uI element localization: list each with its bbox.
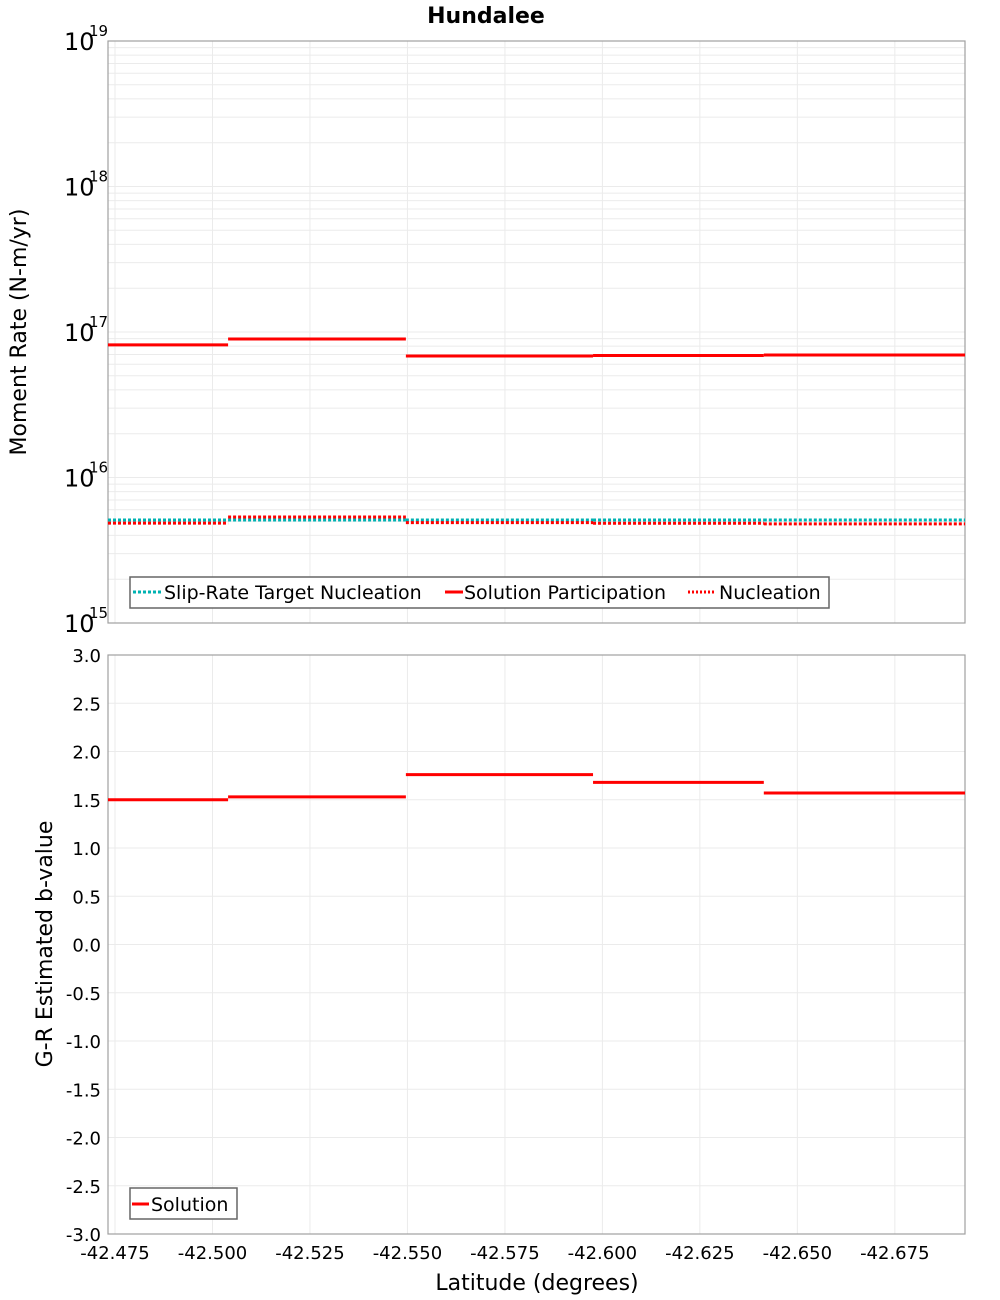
x-axis-label: Latitude (degrees) bbox=[435, 1271, 638, 1296]
bottom-legend: Solution bbox=[129, 1187, 238, 1220]
y-tick-exponent: 17 bbox=[89, 313, 108, 331]
y-tick-exponent: 18 bbox=[89, 168, 108, 186]
legend-nucleation-label: Nucleation bbox=[719, 582, 821, 604]
y-tick-label: 3.0 bbox=[72, 646, 101, 667]
bottom-y-axis-label: G-R Estimated b-value bbox=[33, 821, 58, 1068]
y-tick-label: -2.0 bbox=[66, 1129, 101, 1150]
y-tick-label: 2.0 bbox=[72, 743, 101, 764]
b-value-plot: 3.0 2.5 2.0 1.5 1.0 0.5 0.0 -0.5 -1.0 -1.5 -2.0 -2.… bbox=[33, 646, 966, 1296]
y-tick-label: 10 bbox=[64, 465, 95, 493]
y-tick-label: 10 bbox=[64, 28, 95, 56]
b-value-series bbox=[108, 773, 965, 802]
y-tick-label: -1.0 bbox=[66, 1032, 101, 1053]
bottom-grid bbox=[108, 654, 965, 1235]
y-tick-label: -3.0 bbox=[66, 1225, 101, 1246]
x-tick-label: -42.475 bbox=[80, 1243, 149, 1264]
y-tick-label: 10 bbox=[64, 174, 95, 202]
y-tick-label: -0.5 bbox=[66, 984, 101, 1005]
top-grid bbox=[108, 41, 965, 624]
legend-solution-label: Solution bbox=[151, 1194, 228, 1216]
y-tick-label: -1.5 bbox=[66, 1080, 101, 1101]
y-tick-exponent: 19 bbox=[89, 22, 108, 40]
chart-title: Hundalee bbox=[427, 4, 545, 29]
y-tick-label: 0.5 bbox=[72, 887, 101, 908]
y-tick-label: 10 bbox=[64, 610, 95, 638]
moment-rate-series bbox=[108, 337, 965, 526]
bottom-y-ticks: 3.0 2.5 2.0 1.5 1.0 0.5 0.0 -0.5 -1.0 -1.5 -2.0 -2.… bbox=[66, 646, 101, 1246]
y-tick-label: 2.5 bbox=[72, 694, 101, 715]
y-tick-exponent: 15 bbox=[89, 604, 108, 622]
y-tick-label: 0.0 bbox=[72, 936, 101, 957]
x-tick-label: -42.575 bbox=[470, 1243, 539, 1264]
y-tick-label: 1.5 bbox=[72, 791, 101, 812]
top-plot-frame bbox=[107, 40, 966, 624]
top-y-axis-label: Moment Rate (N-m/yr) bbox=[7, 209, 32, 456]
y-tick-label: 1.0 bbox=[72, 839, 101, 860]
x-tick-label: -42.500 bbox=[178, 1243, 247, 1264]
x-tick-label: -42.550 bbox=[373, 1243, 442, 1264]
y-tick-label: 10 bbox=[64, 319, 95, 347]
x-ticks: -42.475 -42.500 -42.525 -42.550 -42.575 -42.6… bbox=[80, 1243, 929, 1264]
x-tick-label: -42.675 bbox=[860, 1243, 929, 1264]
x-tick-label: -42.650 bbox=[763, 1243, 832, 1264]
x-tick-label: -42.625 bbox=[665, 1243, 734, 1264]
y-tick-exponent: 16 bbox=[89, 459, 108, 477]
x-tick-label: -42.525 bbox=[275, 1243, 344, 1264]
legend-participation-label: Solution Participation bbox=[464, 582, 666, 604]
y-tick-label: -2.5 bbox=[66, 1177, 101, 1198]
top-legend: Slip-Rate Target Nucleation Solution Par… bbox=[129, 576, 830, 609]
legend-target-label: Slip-Rate Target Nucleation bbox=[164, 582, 422, 604]
x-tick-label: -42.600 bbox=[568, 1243, 637, 1264]
bottom-plot-frame bbox=[107, 654, 966, 1235]
